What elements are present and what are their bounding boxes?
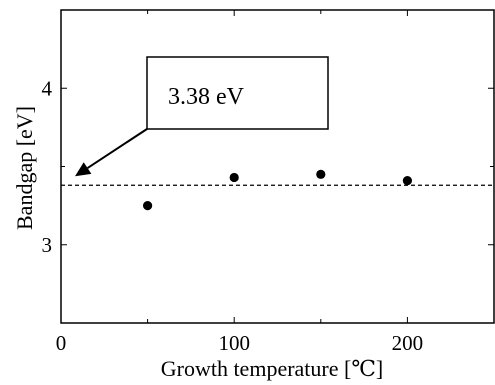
x-axis-label: Growth temperature [℃] <box>161 356 384 381</box>
data-point <box>402 175 412 186</box>
x-tick-label: 200 <box>392 331 424 355</box>
annotation-arrowhead <box>75 162 92 177</box>
data-point <box>143 201 153 211</box>
y-tick-label: 3 <box>42 233 53 257</box>
x-tick-label: 0 <box>56 331 67 355</box>
ticks <box>60 9 495 324</box>
x-tick-label: 100 <box>218 331 250 355</box>
y-axis-label: Bandgap [eV] <box>12 106 37 230</box>
tick-labels: 0 100 200 3 4 <box>42 76 424 355</box>
annotation-text: 3.38 eV <box>168 84 245 110</box>
data-points <box>143 169 412 211</box>
annotation-box <box>146 56 329 130</box>
data-point <box>316 169 326 179</box>
annotation-arrow <box>86 128 148 169</box>
data-point <box>229 172 239 183</box>
y-tick-label: 4 <box>42 76 53 100</box>
